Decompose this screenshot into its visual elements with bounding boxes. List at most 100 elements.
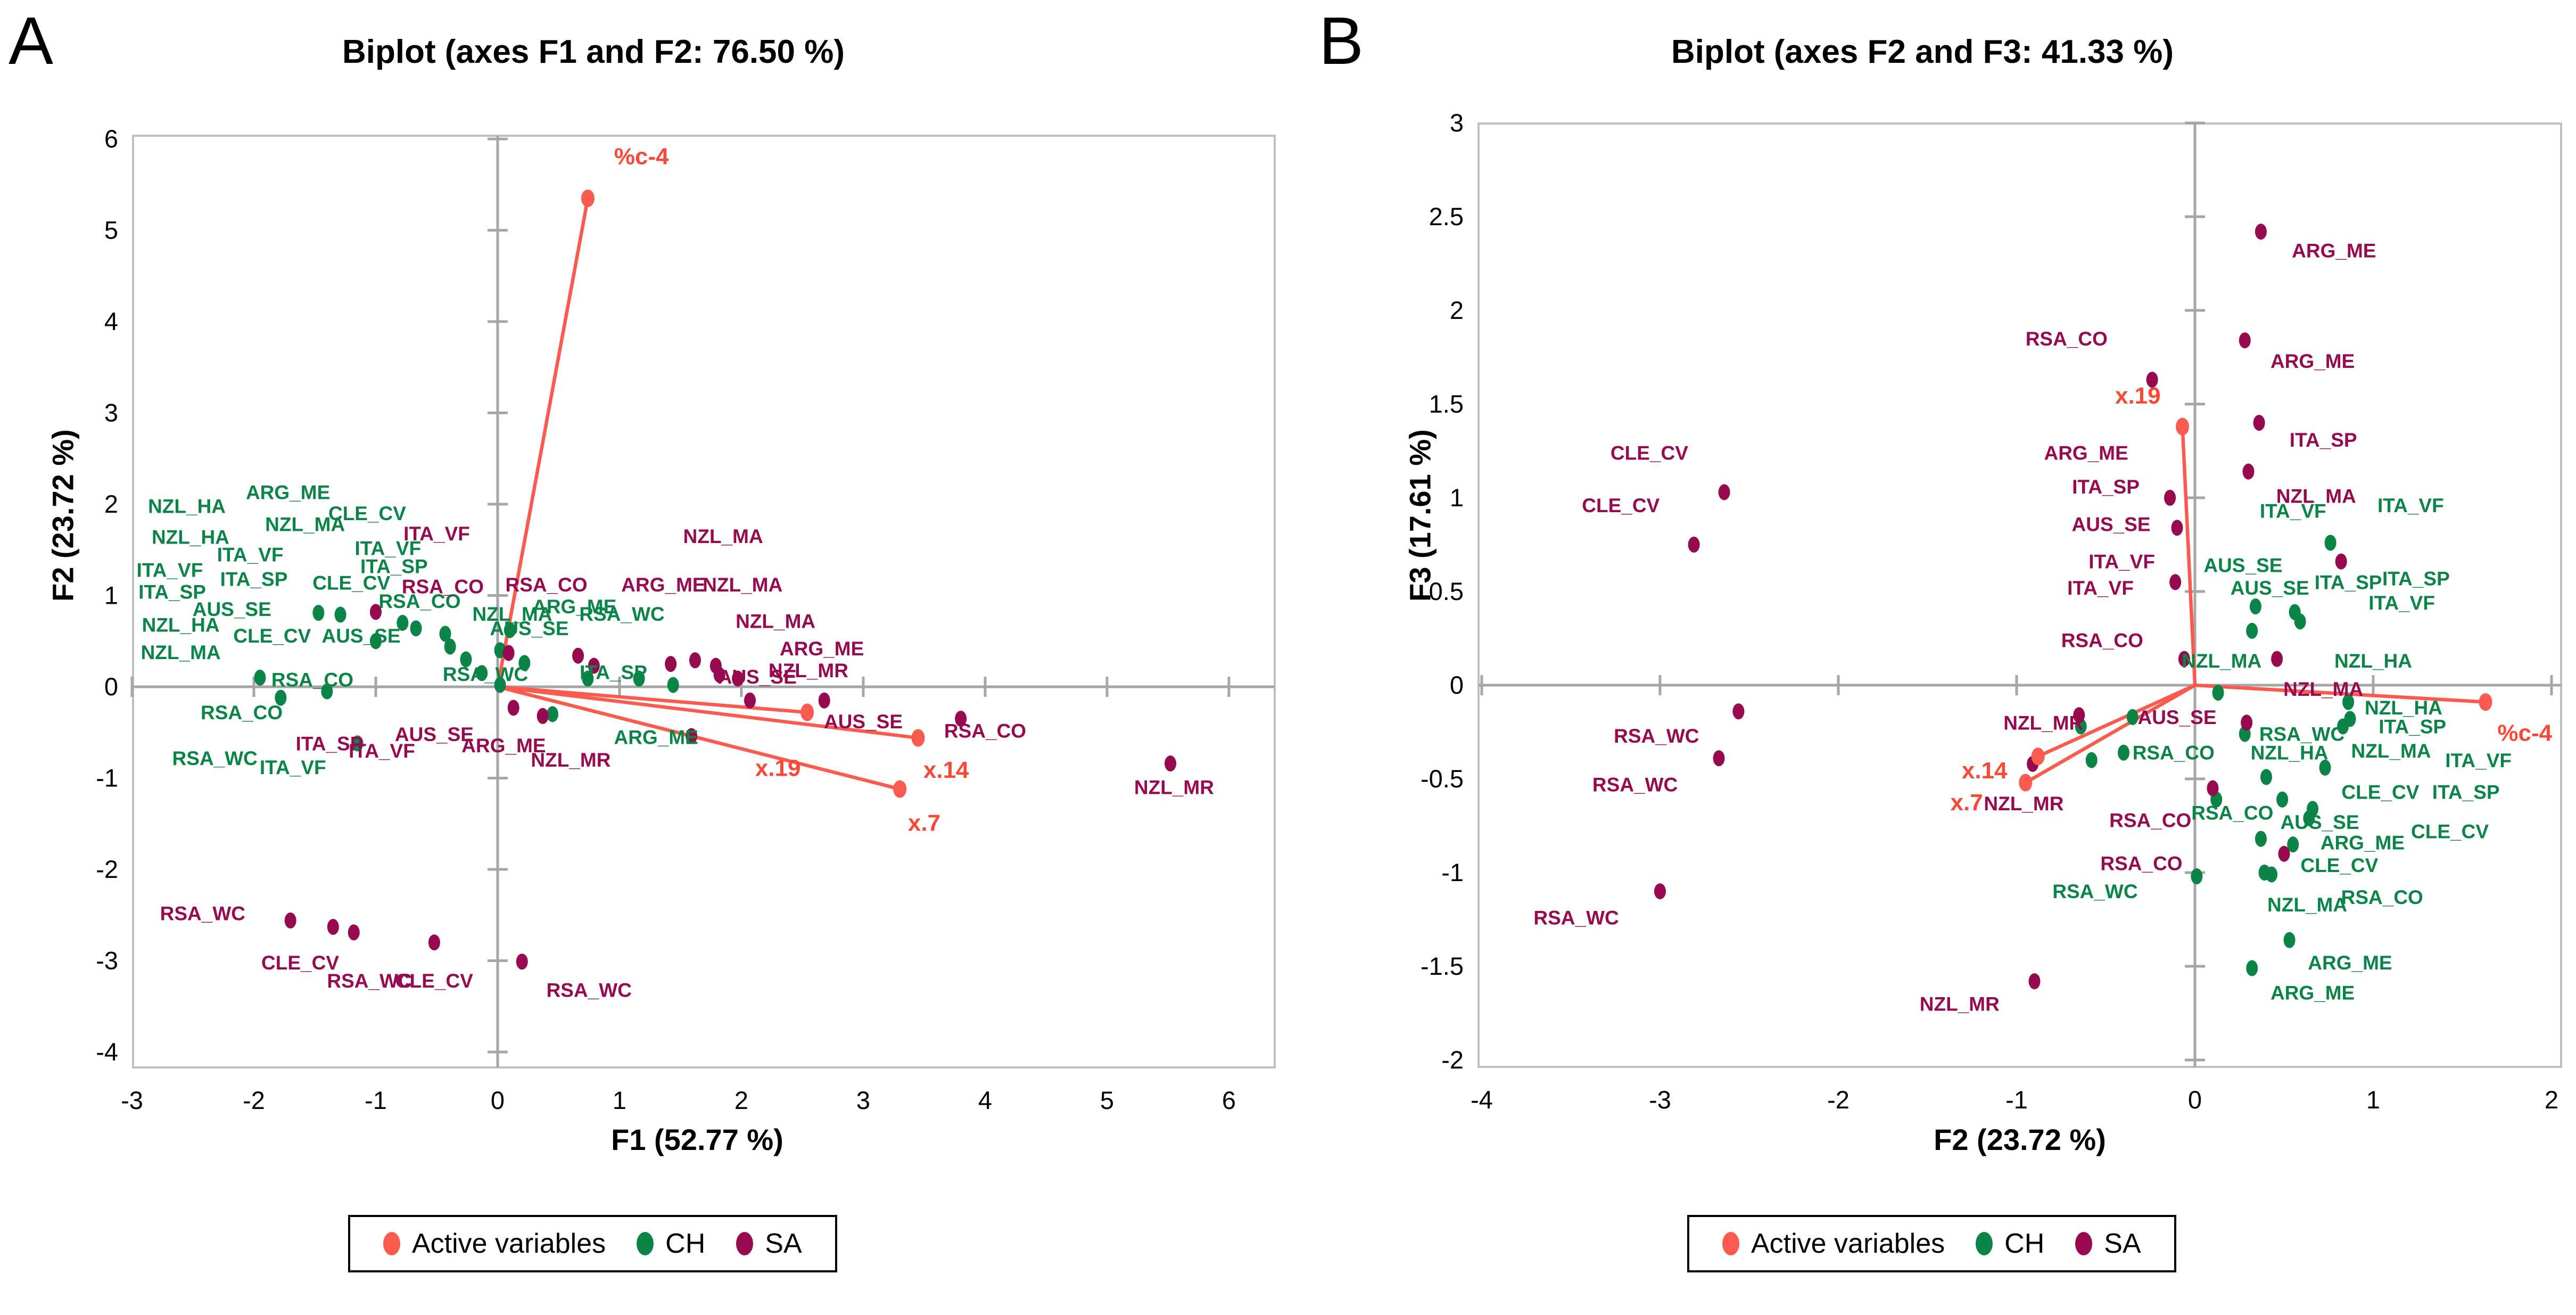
point-label: NZL_MR	[531, 749, 610, 771]
data-point-sa	[507, 700, 519, 716]
point-label: AUS_SE	[2137, 706, 2216, 728]
data-point-sa	[818, 692, 830, 709]
data-point-sa	[1718, 484, 1730, 500]
biplot-svg-B: -4 -3 -2 -1 0 1 2 -2 -1.5 -1 -0.5 0 0.5 1 1.5 2 2.5 3 x.19…	[1421, 109, 2562, 1114]
point-label: AUS_SE	[2203, 555, 2282, 577]
data-point-sa	[2146, 372, 2158, 388]
point-label: CLE_CV	[261, 952, 339, 974]
data-point-ch	[503, 622, 516, 638]
data-point-ch	[321, 683, 333, 700]
y-tick-label: 2.5	[1429, 202, 1464, 231]
data-point-sa	[428, 934, 440, 951]
point-label: NZL_MR	[1134, 777, 1214, 799]
legend-dot-ch	[637, 1232, 654, 1255]
data-point-ch	[667, 677, 679, 693]
data-point-sa	[2178, 651, 2190, 667]
point-label: ARG_ME	[614, 726, 698, 748]
point-label: RSA_WC	[160, 902, 245, 924]
y-tick-label: 2	[1450, 296, 1464, 324]
point-label: ITA_SP	[360, 556, 428, 578]
x-tick-label: -4	[1471, 1086, 1493, 1114]
point-label: CLE_CV	[233, 625, 311, 647]
data-point-ch	[518, 655, 531, 671]
data-point-ch	[254, 669, 266, 686]
vector-tip	[2479, 693, 2492, 711]
x-tick-label: 0	[2188, 1086, 2202, 1114]
data-point-ch	[2342, 694, 2355, 710]
point-label: NZL_HA	[2365, 697, 2442, 719]
vector-line	[497, 685, 807, 714]
data-point-ch	[2118, 744, 2129, 761]
point-label: CLE_CV	[395, 970, 473, 992]
point-label: ARG_ME	[2308, 952, 2392, 974]
point-label: RSA_CO	[201, 702, 283, 724]
y-tick-label: -3	[96, 947, 118, 975]
data-point-ch	[2283, 932, 2296, 948]
vector-tip	[2019, 774, 2033, 792]
data-point-sa	[284, 913, 296, 929]
point-label: RSA_CO	[271, 669, 353, 691]
point-label: RSA_CO	[378, 590, 460, 612]
data-point-ch	[582, 670, 594, 687]
point-label: AUS_SE	[2072, 513, 2151, 535]
y-tick-label: 3	[104, 399, 118, 427]
point-label: RSA_WC	[327, 970, 412, 992]
point-label: NZL_MA	[2267, 894, 2347, 916]
x-tick-label: 1	[613, 1086, 626, 1114]
x-tick-label: -1	[365, 1086, 387, 1114]
y-tick-label: 0.5	[1429, 577, 1464, 605]
point-label: ITA_VF	[2368, 592, 2435, 614]
legend-label-active: Active variables	[412, 1228, 606, 1259]
x-tick-label: 6	[1222, 1086, 1236, 1114]
data-point-sa	[588, 658, 600, 674]
data-point-sa	[686, 728, 698, 744]
vector-line	[2037, 684, 2196, 758]
point-label: ARG_ME	[621, 574, 705, 596]
point-label: RSA_WC	[172, 747, 258, 769]
point-label: ITA_SP	[2315, 571, 2382, 593]
point-label: ARG_ME	[246, 482, 330, 504]
plot-border	[1477, 122, 2562, 1068]
data-point-sa	[1732, 703, 1745, 720]
x-tick-label: 3	[856, 1086, 870, 1114]
point-label: AUS_SE	[193, 598, 271, 620]
legend-label-sa: SA	[765, 1228, 802, 1259]
vector-label: x.19	[755, 755, 801, 781]
legend-label-ch: CH	[2004, 1228, 2045, 1259]
data-point-sa	[2278, 845, 2290, 862]
data-point-sa	[370, 604, 382, 620]
data-point-sa	[2169, 574, 2182, 590]
point-label: NZL_MA	[2351, 740, 2431, 762]
point-label: RSA_CO	[944, 720, 1026, 742]
y-tick-label: 4	[104, 307, 118, 335]
point-label: ITA_SP	[296, 733, 364, 754]
point-label: CLE_CV	[2300, 854, 2378, 876]
data-point-sa	[665, 656, 677, 672]
y-tick-label: -2	[1441, 1046, 1464, 1074]
data-point-sa	[2028, 973, 2041, 990]
point-label: CLE_CV	[1582, 495, 1659, 516]
data-point-sa	[955, 711, 967, 727]
x-tick-label: 1	[2366, 1086, 2380, 1114]
point-label: ITA_SP	[580, 662, 647, 684]
data-point-ch	[460, 651, 472, 668]
y-tick-label: 5	[104, 216, 118, 244]
data-point-sa	[2207, 780, 2219, 796]
data-point-sa	[732, 670, 744, 687]
point-label: ITA_VF	[137, 559, 203, 581]
biplot-canvas-a: -3 -2 -1 0 1 2 3 4 5 6 -4 -3 -2 -1 0 1 2 3 4 5 6 %c-4 x.19 x.14…	[96, 125, 1276, 1114]
data-point-ch	[2258, 865, 2270, 881]
point-label: NZL_MR	[1984, 793, 2063, 815]
vector-tip	[911, 729, 925, 747]
point-label: RSA_CO	[2341, 886, 2423, 908]
point-label: ARG_ME	[2270, 350, 2355, 372]
legend-dot-sa	[2075, 1232, 2093, 1255]
point-label: ITA_SP	[2290, 429, 2357, 451]
y-tick-label: -1	[96, 764, 118, 792]
point-label: ITA_VF	[2260, 500, 2326, 522]
x-tick-label: 2	[734, 1086, 748, 1114]
data-point-sa	[572, 647, 584, 664]
point-label: ITA_SP	[2379, 716, 2446, 737]
